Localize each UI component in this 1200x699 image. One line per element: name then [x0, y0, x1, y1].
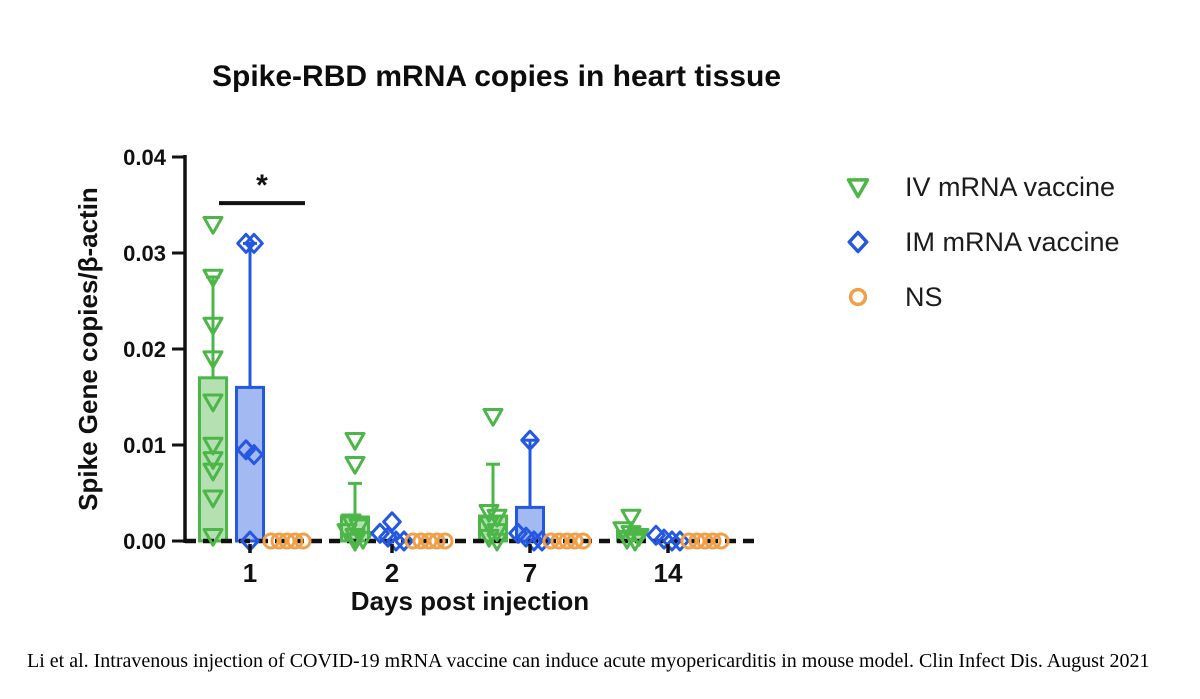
svg-text:0.04: 0.04: [123, 145, 167, 170]
legend-label-ns: NS: [905, 281, 943, 312]
points-layer: [202, 215, 730, 552]
x-axis-title: Days post injection: [351, 586, 589, 616]
citation-text: Li et al. Intravenous injection of COVID…: [27, 650, 1150, 672]
circle-icon: [848, 287, 868, 307]
series-ns: [262, 532, 730, 550]
diamond-icon: [847, 230, 869, 254]
series-im: [236, 232, 690, 552]
svg-text:1: 1: [243, 558, 257, 588]
x-axis: 1 2 7 14: [243, 544, 683, 588]
y-axis-title: Spike Gene copies/β-actin: [73, 187, 103, 511]
svg-text:*: *: [256, 169, 268, 202]
legend-label-iv: IV mRNA vaccine: [905, 171, 1116, 202]
legend-item-im: IM mRNA vaccine: [845, 223, 1120, 261]
svg-text:0.02: 0.02: [123, 337, 166, 362]
triangle-down-icon: [846, 178, 870, 199]
svg-text:14: 14: [654, 558, 683, 588]
series-iv: [202, 215, 650, 552]
chart-legend: IV mRNA vaccine IM mRNA vaccine NS: [845, 168, 1120, 333]
svg-text:0.01: 0.01: [123, 433, 166, 458]
chart-title: Spike-RBD mRNA copies in heart tissue: [212, 60, 782, 93]
legend-item-ns: NS: [845, 278, 1120, 316]
legend-label-im: IM mRNA vaccine: [905, 226, 1120, 257]
bars-layer: [198, 241, 646, 543]
svg-text:0.00: 0.00: [123, 529, 166, 554]
significance-marker: *: [219, 169, 305, 206]
svg-text:7: 7: [523, 558, 537, 588]
svg-text:0.03: 0.03: [123, 241, 166, 266]
legend-item-iv: IV mRNA vaccine: [845, 168, 1120, 206]
y-axis: 0.00 0.01 0.02 0.03 0.04: [123, 145, 187, 554]
svg-text:2: 2: [385, 558, 399, 588]
